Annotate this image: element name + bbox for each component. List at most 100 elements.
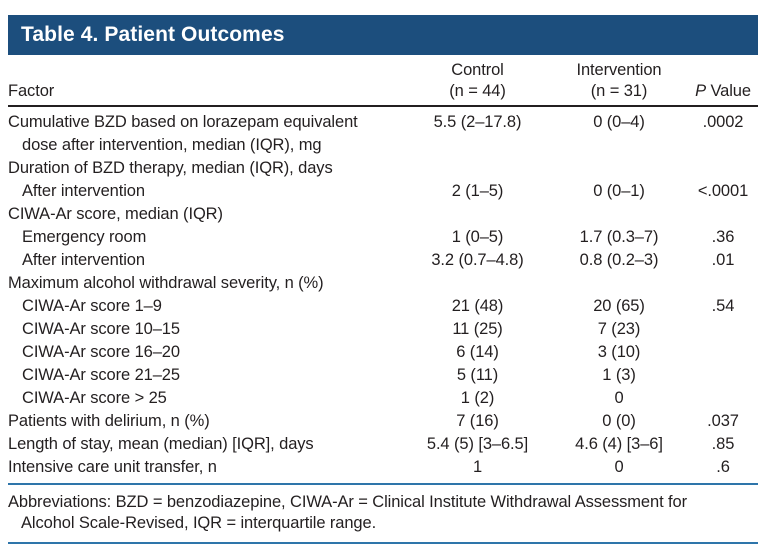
p-value-cell bbox=[688, 387, 758, 410]
factor-cell: CIWA-Ar score 1–9 bbox=[22, 297, 162, 315]
header-row: Factor Control (n = 44) Intervention (n … bbox=[8, 55, 758, 107]
intervention-cell bbox=[550, 134, 688, 157]
pvalue-rest: Value bbox=[705, 82, 751, 100]
p-value-cell bbox=[688, 157, 758, 180]
table-row: Length of stay, mean (median) [IQR], day… bbox=[8, 433, 758, 456]
intervention-cell: 1 (3) bbox=[602, 366, 636, 384]
column-header-pvalue: P Value bbox=[688, 55, 758, 107]
table-row: Duration of BZD therapy, median (IQR), d… bbox=[8, 157, 758, 180]
column-header-intervention-line2: (n = 31) bbox=[590, 82, 648, 100]
factor-cell: CIWA-Ar score 10–15 bbox=[22, 320, 180, 338]
table-row: After intervention 3.2 (0.7–4.8) 0.8 (0.2–… bbox=[8, 249, 758, 272]
control-cell: 11 (25) bbox=[452, 320, 503, 338]
p-value-cell bbox=[688, 134, 758, 157]
table-row: Patients with delirium, n (%) 7 (16) 0 (0)… bbox=[8, 410, 758, 433]
table-row: Maximum alcohol withdrawal severity, n (… bbox=[8, 272, 758, 295]
control-cell bbox=[405, 157, 550, 180]
column-header-intervention: Intervention (n = 31) bbox=[550, 55, 688, 107]
p-value-cell: .037 bbox=[707, 412, 739, 430]
outcomes-table: Factor Control (n = 44) Intervention (n … bbox=[8, 55, 758, 479]
factor-cell: After intervention bbox=[22, 182, 145, 200]
footnote-line-2: Alcohol Scale-Revised, IQR = interquarti… bbox=[21, 514, 377, 532]
column-header-intervention-line1: Intervention bbox=[576, 61, 662, 79]
factor-cell: Length of stay, mean (median) [IQR], day… bbox=[8, 435, 314, 453]
factor-cell: CIWA-Ar score 21–25 bbox=[22, 366, 180, 384]
factor-cell: Duration of BZD therapy, median (IQR), d… bbox=[8, 159, 333, 177]
factor-cell: CIWA-Ar score 16–20 bbox=[22, 343, 180, 361]
p-value-cell: .0002 bbox=[702, 113, 744, 131]
intervention-cell: 0 (0) bbox=[602, 412, 636, 430]
table-row: Intensive care unit transfer, n 1 0 .6 bbox=[8, 456, 758, 479]
intervention-cell: 3 (10) bbox=[597, 343, 641, 361]
control-cell: 1 bbox=[472, 458, 483, 476]
factor-cell: Emergency room bbox=[22, 228, 147, 246]
column-header-control-line2: (n = 44) bbox=[449, 82, 506, 100]
column-header-control-line1: Control bbox=[451, 61, 504, 79]
factor-cell: Cumulative BZD based on lorazepam equiva… bbox=[8, 113, 358, 131]
intervention-cell: 1.7 (0.3–7) bbox=[579, 228, 659, 246]
control-cell: 5.5 (2–17.8) bbox=[433, 113, 522, 131]
control-cell: 7 (16) bbox=[456, 412, 499, 430]
control-cell: 2 (1–5) bbox=[451, 182, 504, 200]
table-row: CIWA-Ar score 16–20 6 (14) 3 (10) bbox=[8, 341, 758, 364]
p-value-cell: .85 bbox=[711, 435, 735, 453]
factor-cell: Maximum alcohol withdrawal severity, n (… bbox=[8, 274, 324, 292]
p-value-cell: <.0001 bbox=[697, 182, 749, 200]
bottom-rule bbox=[8, 542, 758, 544]
control-cell bbox=[405, 134, 550, 157]
control-cell: 1 (2) bbox=[460, 389, 495, 407]
table-title-bar: Table 4. Patient Outcomes bbox=[8, 15, 758, 55]
p-value-cell bbox=[688, 203, 758, 226]
control-cell: 21 (48) bbox=[451, 297, 504, 315]
p-value-cell: .01 bbox=[711, 251, 735, 269]
table-row: Cumulative BZD based on lorazepam equiva… bbox=[8, 106, 758, 134]
table-body: Cumulative BZD based on lorazepam equiva… bbox=[8, 106, 758, 479]
table-row: CIWA-Ar score, median (IQR) bbox=[8, 203, 758, 226]
table-row: CIWA-Ar score 1–9 21 (48) 20 (65) .54 bbox=[8, 295, 758, 318]
factor-cell: After intervention bbox=[22, 251, 145, 269]
p-value-cell bbox=[688, 364, 758, 387]
control-cell: 5 (11) bbox=[456, 366, 499, 384]
table-row: Emergency room 1 (0–5) 1.7 (0.3–7) .36 bbox=[8, 226, 758, 249]
intervention-cell bbox=[550, 272, 688, 295]
intervention-cell: 0 (0–1) bbox=[593, 182, 645, 200]
control-cell bbox=[405, 203, 550, 226]
factor-cell: dose after intervention, median (IQR), m… bbox=[22, 136, 322, 154]
table-row: After intervention 2 (1–5) 0 (0–1) <.0001 bbox=[8, 180, 758, 203]
table-row: dose after intervention, median (IQR), m… bbox=[8, 134, 758, 157]
factor-cell: CIWA-Ar score > 25 bbox=[22, 389, 167, 407]
p-value-cell: .54 bbox=[711, 297, 735, 315]
intervention-cell: 0 bbox=[614, 458, 624, 476]
factor-cell: Patients with delirium, n (%) bbox=[8, 412, 210, 430]
intervention-cell bbox=[550, 203, 688, 226]
p-value-cell bbox=[688, 272, 758, 295]
control-cell: 6 (14) bbox=[456, 343, 499, 361]
table-row: CIWA-Ar score 10–15 11 (25) 7 (23) bbox=[8, 318, 758, 341]
p-value-cell: .6 bbox=[716, 458, 730, 476]
intervention-cell: 0 bbox=[614, 389, 624, 407]
intervention-cell: 20 (65) bbox=[593, 297, 645, 315]
intervention-cell: 0 (0–4) bbox=[593, 113, 645, 131]
control-cell: 1 (0–5) bbox=[451, 228, 504, 246]
intervention-cell: 0.8 (0.2–3) bbox=[579, 251, 659, 269]
p-value-cell bbox=[688, 341, 758, 364]
factor-cell: Intensive care unit transfer, n bbox=[8, 458, 217, 476]
table-row: CIWA-Ar score > 25 1 (2) 0 bbox=[8, 387, 758, 410]
factor-cell: CIWA-Ar score, median (IQR) bbox=[8, 205, 223, 223]
table-header: Factor Control (n = 44) Intervention (n … bbox=[8, 55, 758, 107]
intervention-cell bbox=[550, 157, 688, 180]
table-row: CIWA-Ar score 21–25 5 (11) 1 (3) bbox=[8, 364, 758, 387]
pvalue-italic-p: P bbox=[695, 82, 706, 100]
control-cell: 3.2 (0.7–4.8) bbox=[431, 251, 524, 269]
control-cell bbox=[405, 272, 550, 295]
column-header-factor: Factor bbox=[8, 55, 405, 107]
p-value-cell: .36 bbox=[711, 228, 735, 246]
column-header-control: Control (n = 44) bbox=[405, 55, 550, 107]
table-title: Table 4. Patient Outcomes bbox=[21, 23, 285, 46]
p-value-cell bbox=[688, 318, 758, 341]
intervention-cell: 4.6 (4) [3–6] bbox=[575, 435, 663, 453]
footnote-line-1: Abbreviations: BZD = benzodiazepine, CIW… bbox=[8, 493, 687, 511]
intervention-cell: 7 (23) bbox=[597, 320, 641, 338]
control-cell: 5.4 (5) [3–6.5] bbox=[426, 435, 529, 453]
